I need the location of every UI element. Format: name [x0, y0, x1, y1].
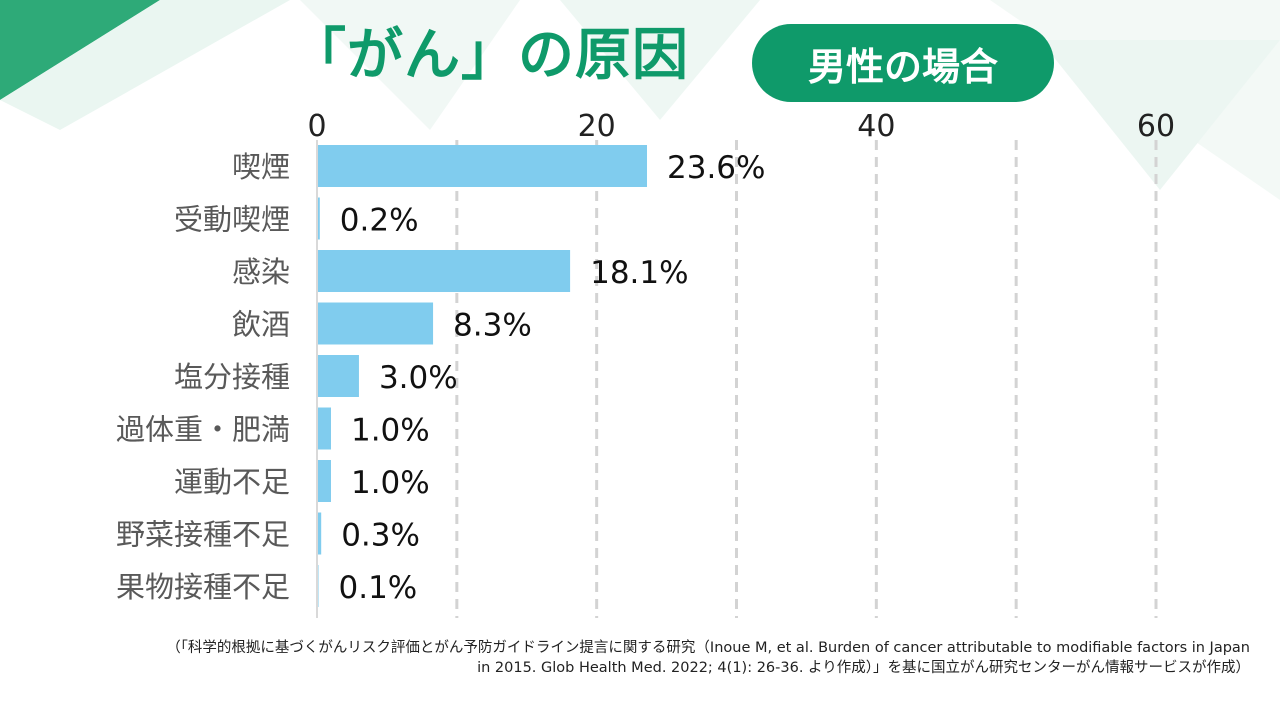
bar — [317, 512, 322, 555]
category-label: 果物接種不足 — [116, 570, 290, 604]
bar — [317, 302, 434, 345]
bg-triangle-5 — [1040, 40, 1280, 190]
value-label: 0.2% — [340, 203, 419, 239]
page-title: 「がん」の原因 — [290, 23, 689, 88]
value-label: 3.0% — [379, 360, 458, 396]
bar — [317, 407, 331, 450]
category-label: 飲酒 — [232, 308, 290, 342]
source-line-2: in 2015. Glob Health Med. 2022; 4(1): 26… — [477, 660, 1250, 676]
value-label: 0.3% — [341, 518, 420, 554]
bg-triangle-1 — [0, 0, 290, 130]
category-label: 過体重・肥満 — [116, 413, 290, 447]
category-label: 喫煙 — [232, 150, 290, 184]
value-label: 1.0% — [351, 413, 430, 449]
bg-triangle-2 — [300, 0, 520, 130]
bar — [317, 460, 331, 502]
value-label: 18.1% — [590, 255, 688, 291]
x-tick-label: 60 — [1137, 109, 1175, 144]
bar — [317, 197, 320, 240]
category-label: 塩分接種 — [174, 360, 290, 394]
x-tick-label: 0 — [307, 109, 326, 144]
category-label: 感染 — [232, 255, 290, 289]
value-label: 0.1% — [339, 570, 418, 606]
source-line-1: （「科学的根拠に基づくがんリスク評価とがん予防ガイドライン提言に関する研究（In… — [166, 640, 1250, 656]
x-tick-label: 40 — [857, 109, 895, 144]
x-tick-label: 20 — [578, 109, 616, 144]
bar — [317, 145, 648, 187]
category-label: 運動不足 — [174, 465, 290, 499]
value-label: 8.3% — [453, 308, 532, 344]
bg-triangle-3 — [560, 0, 760, 120]
category-label: 野菜接種不足 — [116, 518, 290, 552]
value-label: 23.6% — [667, 150, 765, 186]
source-note: （「科学的根拠に基づくがんリスク評価とがん予防ガイドライン提言に関する研究（In… — [30, 638, 1250, 678]
bar — [317, 355, 359, 397]
value-label: 1.0% — [351, 465, 430, 501]
bar — [317, 250, 571, 292]
category-label: 受動喫煙 — [174, 203, 290, 237]
gender-badge: 男性の場合 — [752, 24, 1054, 102]
